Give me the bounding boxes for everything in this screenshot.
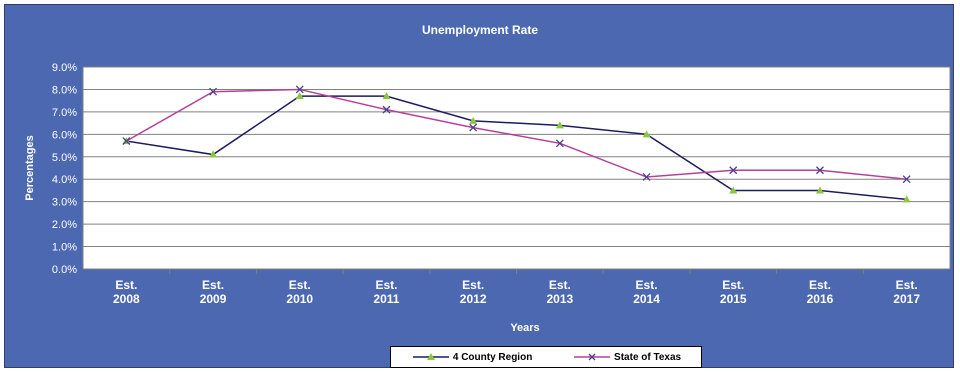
data-point	[295, 85, 304, 94]
data-point	[469, 116, 478, 124]
x-tick-label: Est. 2012	[460, 278, 487, 306]
legend: 4 County Region State of Texas	[390, 346, 702, 368]
x-axis-title: Years	[510, 322, 539, 334]
y-tick-label: 0.0%	[52, 264, 77, 276]
x-tick-label: Est. 2009	[200, 278, 227, 306]
legend-item-state-of-texas: State of Texas	[572, 352, 681, 363]
x-tick-label: Est. 2015	[720, 278, 747, 306]
series-line	[126, 95, 907, 201]
x-tick-label: Est. 2014	[633, 278, 660, 306]
legend-marker-state-of-texas	[574, 353, 611, 361]
y-axis-ticks: 0.0% 1.0% 2.0% 3.0% 4.0% 5.0% 6.0% 7.0% 8.0% 9.0%	[52, 62, 77, 276]
y-tick-label: 2.0%	[52, 219, 77, 231]
x-tick-label: Est. 2013	[546, 278, 573, 306]
x-tick-label: Est. 2017	[893, 278, 920, 306]
y-tick-label: 9.0%	[52, 62, 77, 74]
gridlines	[83, 66, 950, 270]
x-tick-label: Est. 2008	[113, 278, 140, 306]
data-point	[902, 195, 911, 203]
y-axis-title: Percentages	[24, 135, 36, 200]
data-point	[469, 123, 478, 132]
data-point	[122, 137, 131, 146]
data-point	[209, 150, 218, 158]
y-tick-label: 4.0%	[52, 174, 77, 186]
x-tick-label: Est. 2016	[807, 278, 834, 306]
data-point	[729, 186, 738, 194]
x-axis-ticks: Est. 2008 Est. 2009 Est. 2010 Est. 2011 Est. 2012…	[113, 269, 920, 306]
plot-area	[82, 66, 951, 270]
legend-item-4-county-region: 4 County Region	[411, 352, 532, 363]
data-point	[729, 166, 738, 175]
unemployment-chart: Unemployment Rate 0.0% 1.0% 2.0% 3.0% 4.0% 5.…	[24, 23, 951, 334]
y-tick-label: 7.0%	[52, 107, 77, 119]
legend-label-4-county-region: 4 County Region	[452, 351, 533, 363]
data-point	[295, 92, 304, 100]
legend-label-state-of-texas: State of Texas	[614, 351, 682, 363]
data-point	[555, 139, 564, 148]
data-point	[815, 166, 824, 175]
data-point	[642, 130, 651, 138]
data-point	[555, 121, 564, 129]
legend-marker-4-county-region	[412, 353, 449, 360]
y-tick-label: 1.0%	[52, 242, 77, 254]
data-point	[902, 175, 911, 184]
x-tick-label: Est. 2011	[373, 278, 399, 306]
series-line	[125, 88, 907, 180]
y-tick-label: 3.0%	[52, 197, 77, 209]
y-tick-label: 8.0%	[52, 84, 77, 96]
series-layer	[122, 85, 911, 203]
data-point	[382, 105, 391, 114]
data-point	[209, 87, 218, 96]
chart-title: Unemployment Rate	[422, 23, 538, 37]
y-tick-label: 5.0%	[52, 152, 77, 164]
series-state-of-texas	[122, 85, 911, 184]
data-point	[815, 186, 824, 194]
chart-frame: Unemployment Rate 0.0% 1.0% 2.0% 3.0% 4.0% 5.…	[4, 4, 954, 368]
data-point	[382, 92, 391, 100]
y-tick-label: 6.0%	[52, 129, 77, 141]
data-point	[642, 173, 651, 181]
x-tick-label: Est. 2010	[286, 278, 313, 306]
